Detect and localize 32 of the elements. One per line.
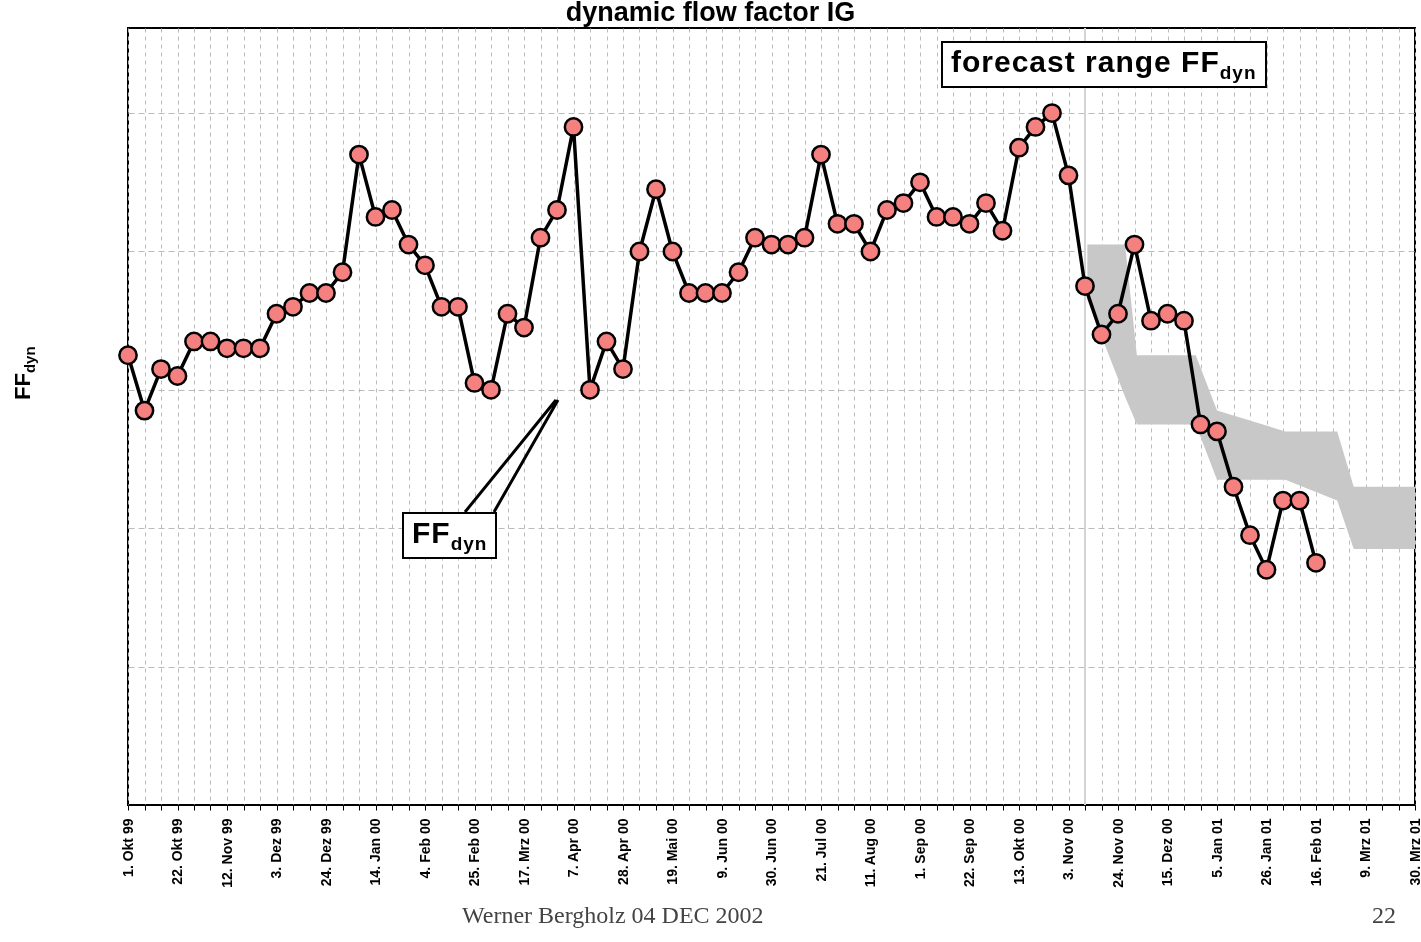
x-tick-label: 24. Nov 00 xyxy=(1109,818,1126,888)
x-tick-label: 12. Nov 99 xyxy=(218,818,235,888)
x-tick-label: 15. Dez 00 xyxy=(1159,818,1175,887)
x-tick-label: 3. Nov 00 xyxy=(1060,818,1076,880)
text: 22 xyxy=(1372,902,1396,929)
x-tick-label: 5. Jan 01 xyxy=(1208,818,1225,878)
x-tick-label: 22. Sep 00 xyxy=(961,818,977,887)
x-tick-label: 14. Jan 00 xyxy=(367,818,383,886)
x-tick-label: 30. Jun 00 xyxy=(763,818,779,887)
x-tick-label: 1. Sep 00 xyxy=(911,818,928,880)
text: forecast range FF$_{dyn}$ xyxy=(941,41,1267,88)
x-tick-label: 9. Jun 00 xyxy=(713,818,730,879)
x-tick-label: 30. Mrz 01 xyxy=(1406,818,1421,886)
annotation: FF$_{dyn}$ xyxy=(402,512,498,559)
x-tick-label: 24. Dez 99 xyxy=(317,818,334,887)
x-tick-label: 1. Okt 99 xyxy=(119,818,136,877)
x-tick-label: 7. Apr 00 xyxy=(565,818,581,878)
x-tick-label: 28. Apr 00 xyxy=(614,818,631,885)
x-tick-label: 16. Feb 01 xyxy=(1307,818,1324,887)
text: Werner Bergholz 04 DEC 2002 xyxy=(462,902,764,929)
x-tick-label: 3. Dez 99 xyxy=(268,818,284,879)
x-tick-label: 21. Jul 00 xyxy=(812,818,829,882)
x-tick-label: 25. Feb 00 xyxy=(466,818,482,887)
x-tick-label: 11. Aug 00 xyxy=(862,818,878,888)
chart-title: dynamic flow factor IG xyxy=(564,0,857,28)
x-tick-label: 13. Okt 00 xyxy=(1010,818,1027,885)
x-tick-label: 4. Feb 00 xyxy=(416,818,433,879)
x-tick-label: 9. Mrz 01 xyxy=(1357,818,1373,878)
x-tick-label: 26. Jan 01 xyxy=(1258,818,1274,886)
x-tick-label: 22. Okt 99 xyxy=(169,818,185,885)
x-tick-label: 19. Mai 00 xyxy=(664,818,680,885)
x-tick-label: 17. Mrz 00 xyxy=(515,818,532,886)
